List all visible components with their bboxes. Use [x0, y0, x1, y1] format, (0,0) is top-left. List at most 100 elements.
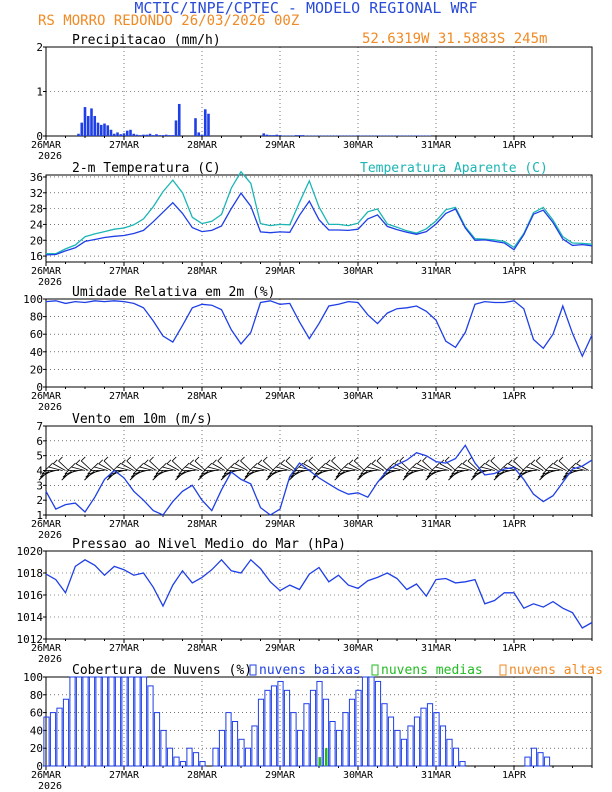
- wind-barb-feather: [490, 456, 496, 462]
- wind-barb: [262, 460, 274, 471]
- wind-barb: [189, 463, 203, 471]
- wind-barb-feather: [571, 462, 577, 468]
- wind-barb: [116, 466, 131, 471]
- cloud-low-bar: [426, 703, 434, 767]
- precip-bar: [132, 133, 136, 136]
- series-line: [45, 558, 593, 629]
- x-tick-label: 28MAR: [187, 266, 218, 277]
- x-tick-label: 28MAR: [187, 519, 218, 530]
- coordinates: 52.6319W 31.5883S 245m: [362, 31, 547, 47]
- y-tick-label: 32: [30, 187, 43, 200]
- cloud-low-bar: [166, 747, 174, 767]
- cloud-low-bar: [101, 676, 109, 767]
- wind-barb: [422, 460, 434, 471]
- precip-bar: [171, 135, 175, 136]
- cloud-low-bar: [257, 698, 265, 767]
- wind-barb: [565, 470, 580, 475]
- wind-barb: [480, 466, 495, 471]
- wind-barb-feather: [325, 459, 331, 465]
- wind-barb-feather: [162, 462, 167, 468]
- legend-apparent-temp: Temperatura Aparente (C): [360, 161, 548, 176]
- precip-bar: [275, 134, 279, 136]
- wind-barb: [144, 463, 157, 471]
- cloud-low-bar: [446, 738, 453, 767]
- y-tick-label: 36: [30, 171, 43, 184]
- wind-barb: [298, 466, 313, 471]
- cloud-low-bar: [264, 689, 271, 767]
- precip-bar: [155, 134, 158, 136]
- x-tick-label: 1APR: [502, 519, 527, 530]
- wind-barb: [64, 470, 79, 475]
- panel-title: Cobertura de Nuvens (%): [72, 663, 252, 678]
- wind-barb-feather: [340, 466, 346, 471]
- wind-barb-feather: [444, 456, 450, 462]
- wind-barb: [371, 463, 385, 471]
- cloud-low-bar: [75, 676, 83, 767]
- cloud-low-bar: [400, 738, 408, 767]
- wind-barb: [519, 470, 534, 475]
- precip-bar: [158, 135, 162, 136]
- wind-barb-feather: [548, 462, 554, 468]
- precip-bar: [168, 135, 171, 136]
- x-year-label: 2026: [38, 781, 62, 792]
- precip-bar: [177, 103, 181, 136]
- x-tick-label: 28MAR: [187, 770, 218, 781]
- precip-bar: [129, 129, 132, 136]
- y-tick-label: 100: [23, 671, 43, 684]
- precip-bar: [262, 133, 266, 136]
- precip-bar: [301, 135, 305, 136]
- x-tick-label: 28MAR: [187, 391, 218, 402]
- wind-barb: [207, 466, 222, 471]
- precip-bar: [164, 134, 168, 136]
- precip-bar: [142, 134, 145, 136]
- y-tick-label: 60: [30, 707, 43, 720]
- wind-barb: [103, 460, 115, 471]
- cloud-low-bar: [537, 752, 544, 767]
- cloud-low-bar: [543, 756, 551, 767]
- wind-barb: [526, 466, 541, 471]
- x-tick-label: 1APR: [502, 266, 527, 277]
- x-tick-label: 30MAR: [343, 391, 374, 402]
- wind-barb-feather: [294, 466, 300, 471]
- cloud-low-bar: [335, 729, 343, 767]
- y-tick-label: 3: [36, 479, 43, 492]
- series-line: [45, 444, 593, 516]
- wind-barb-feather: [106, 475, 112, 481]
- cloud-low-bar: [244, 747, 252, 767]
- wind-barb-feather: [48, 462, 53, 468]
- wind-barb: [467, 460, 479, 471]
- x-year-label: 2026: [38, 530, 62, 541]
- x-year-label: 2026: [38, 654, 62, 665]
- location-date: RS MORRO REDONDO 26/03/2026 00Z: [38, 13, 299, 29]
- wind-barb-feather: [103, 456, 109, 462]
- wind-barb: [406, 470, 420, 475]
- wind-barb-feather: [207, 462, 213, 468]
- wind-barb-feather: [121, 459, 126, 465]
- wind-barb-feather: [181, 466, 186, 471]
- wind-barb: [513, 460, 525, 471]
- x-tick-label: 29MAR: [265, 643, 296, 654]
- wind-barb: [269, 470, 284, 475]
- wind-barb-feather: [262, 456, 268, 462]
- cloud-low-bar: [134, 676, 141, 767]
- precip-bar: [161, 135, 165, 136]
- wind-barb: [353, 460, 365, 471]
- x-tick-label: 31MAR: [421, 391, 452, 402]
- wind-barb: [458, 466, 472, 471]
- precip-bar: [278, 135, 282, 136]
- x-tick-label: 28MAR: [187, 140, 218, 151]
- wind-barb-feather: [389, 462, 395, 468]
- wind-barb-feather: [116, 462, 122, 468]
- cloud-low-bar: [56, 707, 63, 767]
- wind-barb: [48, 466, 63, 471]
- x-tick-label: 27MAR: [109, 391, 140, 402]
- x-tick-label: 31MAR: [421, 770, 452, 781]
- cloud-low-bar: [355, 689, 362, 767]
- wind-barb-feather: [530, 459, 536, 465]
- precip-bar: [200, 134, 204, 136]
- wind-barb: [246, 470, 261, 475]
- y-tick-label: 80: [30, 311, 43, 324]
- wind-barb-feather: [503, 462, 508, 468]
- precipitation-panel: 0 1 2 26MAR 27MAR 28MAR 29MAR 30MAR 31MAR 1APR 202…: [31, 33, 593, 162]
- y-tick-label: 1016: [17, 589, 44, 602]
